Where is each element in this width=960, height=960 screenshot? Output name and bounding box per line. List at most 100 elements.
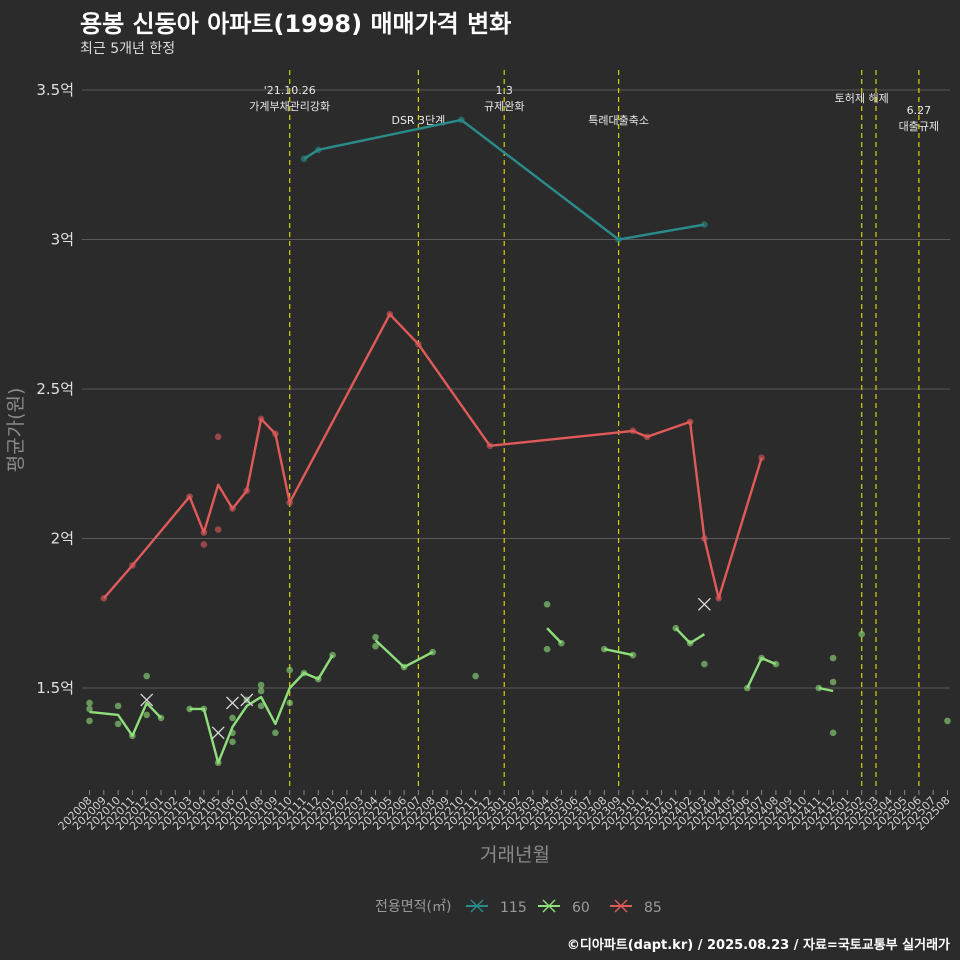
series-60-point (758, 654, 765, 662)
series-60-point (86, 699, 93, 707)
series-60-point (272, 729, 279, 737)
legend-label: 60 (572, 900, 590, 916)
series-85-point (286, 499, 294, 506)
series-60-point (372, 633, 379, 641)
event-label: 6.27 (907, 104, 932, 117)
event-label: DSR 3단계 (391, 114, 445, 127)
series-60-point (86, 705, 93, 713)
series-60-point (858, 630, 865, 638)
y-tick-label: 3억 (51, 231, 74, 249)
series-60-point (543, 645, 551, 653)
x-axis-title: 거래년월 (480, 844, 550, 866)
event-label: 대출규제 (899, 120, 939, 133)
series-60-point (214, 759, 222, 767)
series-60-line (189, 654, 334, 764)
series-85-point (486, 442, 494, 450)
series-85-point (186, 493, 193, 500)
series-60-point (944, 717, 951, 725)
series-85-point (200, 541, 208, 548)
series-85-point (715, 595, 722, 602)
legend-swatch-x (542, 899, 556, 913)
cancelled-stroke (240, 693, 254, 707)
series-60-point (772, 660, 780, 668)
legend-item-115: 115 (466, 899, 527, 916)
series-85-point (100, 595, 108, 602)
series-85-point (758, 454, 765, 462)
legend-swatch-x (470, 899, 484, 913)
series-85-point (200, 529, 208, 536)
series-85-point (386, 310, 394, 318)
y-tick-label: 2.5억 (36, 380, 74, 398)
series-60-line (89, 701, 162, 737)
series-85-point (686, 418, 694, 426)
series-60-point (601, 645, 608, 653)
series-60-point (286, 666, 294, 674)
legend-swatch-x (614, 899, 628, 913)
series-60-point (372, 642, 379, 650)
series-60-point (229, 738, 236, 746)
y-tick-label: 2억 (51, 530, 74, 548)
series-85-point (243, 487, 251, 494)
cancelled-mark (240, 693, 254, 707)
series-85-point (229, 505, 236, 512)
series-115-point (615, 236, 622, 243)
cancelled-stroke (697, 597, 711, 611)
series-60-point (129, 732, 136, 740)
event-label: 토허제 해제 (835, 91, 889, 105)
series-60-point (143, 711, 150, 719)
series-60-point (229, 714, 236, 722)
series-85-line (102, 313, 763, 600)
series-60-point (143, 672, 150, 680)
series-60-point (400, 663, 408, 671)
series-85-point (701, 535, 708, 542)
series-60-point (157, 714, 165, 722)
series-85-point (214, 526, 222, 533)
y-tick-label: 1.5억 (36, 679, 74, 697)
event-label: 규제완화 (484, 100, 524, 113)
series-60-point (829, 654, 837, 662)
cancelled-stroke (211, 726, 225, 740)
series-60-line (546, 627, 563, 644)
series-85-point (257, 415, 265, 423)
series-60-point (286, 699, 294, 707)
series-60-point (257, 702, 265, 710)
legend-title: 전용면적(㎡) (375, 899, 451, 915)
series-60-point (701, 660, 708, 668)
series-60-point (629, 651, 637, 659)
event-label: 특례대출축소 (588, 114, 649, 127)
series-60-point (257, 687, 265, 695)
series-60-point (257, 681, 265, 689)
series-60-line (746, 656, 777, 689)
chart-title: 용봉 신동아 아파트(1998) 매매가격 변화 (80, 10, 512, 38)
legend-item-85: 85 (610, 899, 662, 916)
series-60-line (604, 647, 634, 657)
source-caption: ©디아파트(dapt.kr) / 2025.08.23 / 자료=국토교통부 실… (566, 938, 950, 953)
series-60-point (114, 720, 122, 728)
event-label: '21.10.26 (264, 84, 316, 97)
series-60-point (472, 672, 479, 680)
series-60-point (829, 678, 837, 686)
legend-item-60: 60 (538, 899, 590, 916)
cancelled-mark (226, 696, 239, 710)
series-85-point (643, 433, 651, 441)
y-tick-label: 3.5억 (36, 81, 74, 99)
legend-label: 115 (500, 900, 527, 916)
event-label: 1.3 (495, 84, 513, 97)
series-60-point (429, 648, 437, 656)
chart-subtitle: 최근 5개년 한정 (80, 41, 176, 57)
series-85-point (272, 430, 279, 438)
series-115-point (701, 221, 708, 228)
series-85-point (129, 562, 136, 569)
series-60-point (686, 639, 694, 647)
legend-label: 85 (644, 900, 662, 916)
cancelled-mark (140, 693, 154, 707)
series-60-point (200, 705, 208, 713)
series-60-point (815, 684, 823, 692)
series-85-point (629, 427, 637, 435)
cancelled-stroke (226, 696, 239, 710)
cancelled-mark (697, 597, 711, 611)
series-60-point (315, 675, 322, 683)
series-115-point (300, 155, 308, 163)
series-60-point (300, 669, 308, 677)
